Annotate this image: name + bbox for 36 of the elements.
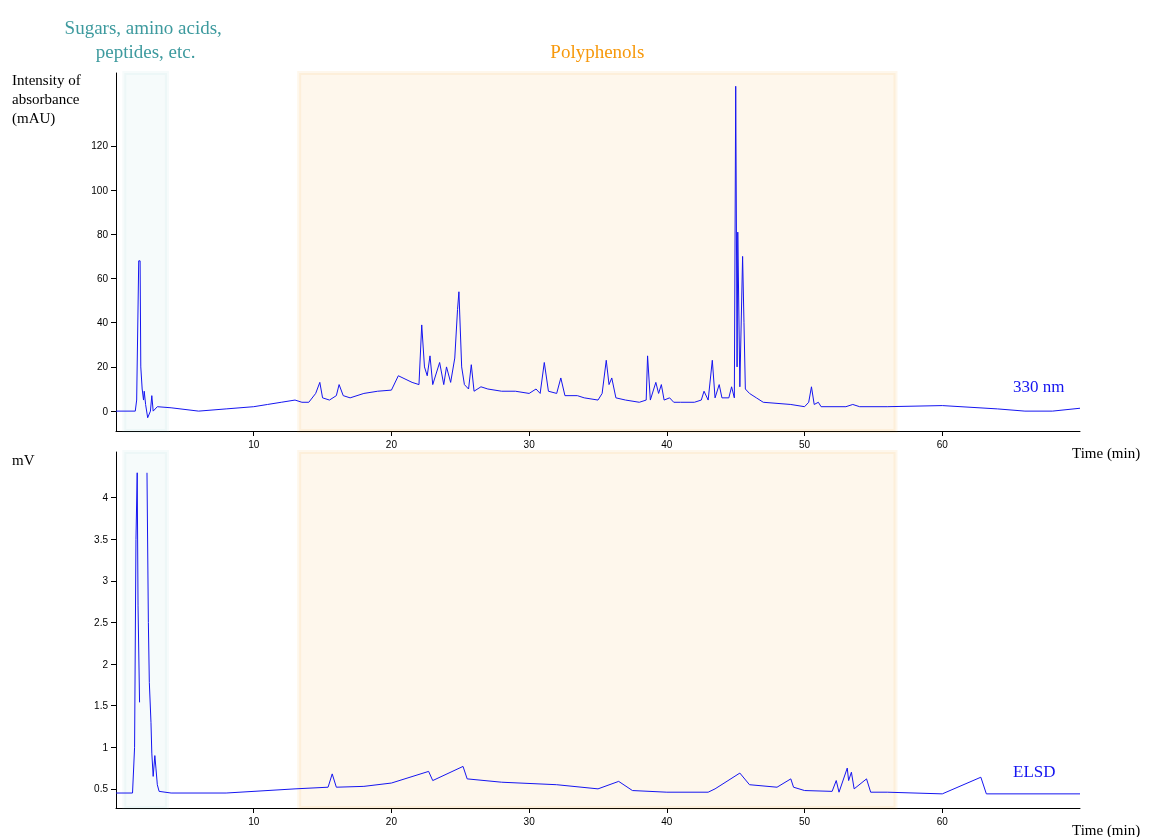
y-tick-label: 3.5 bbox=[94, 533, 109, 545]
x-axis-title: Time (min) bbox=[1072, 821, 1141, 837]
y-tick-label: 120 bbox=[91, 140, 109, 152]
y-tick-label: 3 bbox=[102, 575, 109, 587]
x-tick-label: 60 bbox=[936, 438, 949, 450]
y-tick-label: 40 bbox=[96, 317, 109, 329]
series-label: 330 nm bbox=[1013, 376, 1065, 396]
x-tick-label: 40 bbox=[661, 438, 673, 450]
y-tick-label: 80 bbox=[96, 228, 109, 240]
x-tick-label: 30 bbox=[523, 815, 536, 827]
x-tick-label: 20 bbox=[385, 438, 398, 450]
y-tick-label: 1.5 bbox=[94, 700, 109, 712]
x-tick-label: 20 bbox=[385, 815, 398, 827]
x-tick-label: 50 bbox=[799, 438, 811, 450]
y-tick-label: 100 bbox=[91, 184, 109, 196]
y-axis-title: Intensity of absorbance (mAU) bbox=[12, 71, 85, 127]
x-tick-label: 10 bbox=[248, 815, 260, 827]
y-tick-label: 1 bbox=[102, 741, 109, 753]
y-tick-label: 0 bbox=[102, 405, 109, 417]
x-tick-label: 30 bbox=[523, 438, 536, 450]
band-label: Polyphenols bbox=[550, 40, 645, 62]
y-tick-label: 20 bbox=[96, 361, 109, 373]
x-tick-label: 60 bbox=[936, 815, 949, 827]
y-axis-title: mV bbox=[12, 451, 35, 468]
x-tick-label: 10 bbox=[248, 438, 260, 450]
y-tick-label: 2 bbox=[102, 658, 109, 670]
band-label: Sugars, amino acids, peptides, etc. bbox=[64, 16, 227, 62]
y-tick-label: 2.5 bbox=[94, 617, 109, 629]
y-tick-label: 0.5 bbox=[94, 783, 109, 795]
x-tick-label: 50 bbox=[799, 815, 811, 827]
x-axis-title: Time (min) bbox=[1072, 444, 1141, 462]
line-series bbox=[115, 85, 1081, 419]
y-tick-label: 60 bbox=[96, 273, 109, 285]
x-tick-label: 40 bbox=[661, 815, 673, 827]
series-label: ELSD bbox=[1013, 762, 1056, 782]
y-tick-label: 4 bbox=[102, 492, 109, 504]
